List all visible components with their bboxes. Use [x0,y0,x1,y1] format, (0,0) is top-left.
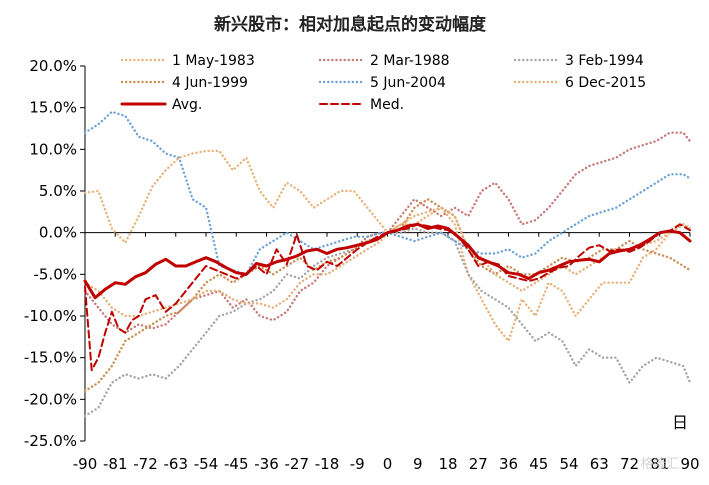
legend-label: 5 Jun-2004 [370,75,446,91]
axes: 20.0% 15.0% 10.0% 5.0% 0.0% -5.0% -10.0% -15.0%… [24,57,700,473]
x-tick-label: 9 [413,455,423,473]
y-tick-label: -10.0% [24,307,77,325]
series-layer [83,110,692,418]
chart-title: 新兴股市：相对加息起点的变动幅度 [214,14,487,35]
series-line-6-dec-2015 [83,206,692,318]
y-tick-label: 20.0% [29,57,77,75]
legend-label: 6 Dec-2015 [565,75,646,91]
y-tick-label: 0.0% [39,224,77,242]
legend-label: 4 Jun-1999 [172,75,248,91]
x-tick-label: -81 [103,455,128,473]
x-tick-label: -63 [164,455,189,473]
x-tick-label: 63 [590,455,609,473]
x-tick-label: 72 [620,455,639,473]
x-tick-label: -27 [285,455,310,473]
y-tick-label: -5.0% [33,265,77,283]
y-tick-label: -15.0% [24,349,77,367]
watermark: 格隆汇 [640,456,679,472]
legend-label: 3 Feb-1994 [565,53,644,69]
legend-label: 2 Mar-1988 [370,53,450,69]
x-tick-label: 27 [469,455,488,473]
x-tick-label: -72 [133,455,158,473]
legend-label: 1 May-1983 [172,53,255,69]
y-tick-label: -20.0% [24,390,77,408]
y-tick-label: 5.0% [39,182,77,200]
legend-label: Avg. [172,97,202,113]
y-tick-label: 15.0% [29,99,77,117]
x-tick-label: -54 [194,455,219,473]
legend-label: Med. [370,97,404,113]
series-line-3-feb-1994 [83,227,692,418]
x-tick-label: 18 [438,455,457,473]
x-tick-label: -90 [73,455,98,473]
x-tick-label: 0 [383,455,393,473]
series-line-4-jun-1999 [83,198,692,393]
x-tick-label: 81 [650,455,669,473]
x-tick-label: 90 [680,455,699,473]
x-tick-label: 45 [529,455,548,473]
x-axis-label: 日 [672,413,688,432]
series-line-med [84,223,691,372]
x-tick-label: 36 [499,455,518,473]
x-tick-label: -36 [254,455,279,473]
x-tick-label: 54 [559,455,578,473]
x-tick-label: -9 [350,455,365,473]
y-tick-label: 10.0% [29,140,77,158]
legend: 1 May-1983 2 Mar-1988 3 Feb-1994 4 Jun-1999… [120,53,646,113]
x-tick-label: -45 [224,455,249,473]
y-tick-label: -25.0% [24,432,77,450]
series-line-avg [83,222,692,300]
x-tick-label: -18 [315,455,340,473]
series-line-5-jun-2004 [83,110,692,276]
